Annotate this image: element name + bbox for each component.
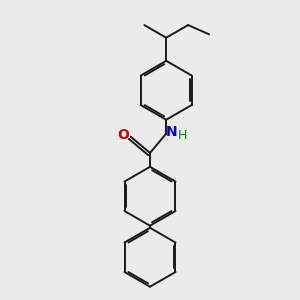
Text: O: O — [117, 128, 129, 142]
Text: H: H — [178, 129, 187, 142]
Text: N: N — [166, 124, 178, 139]
